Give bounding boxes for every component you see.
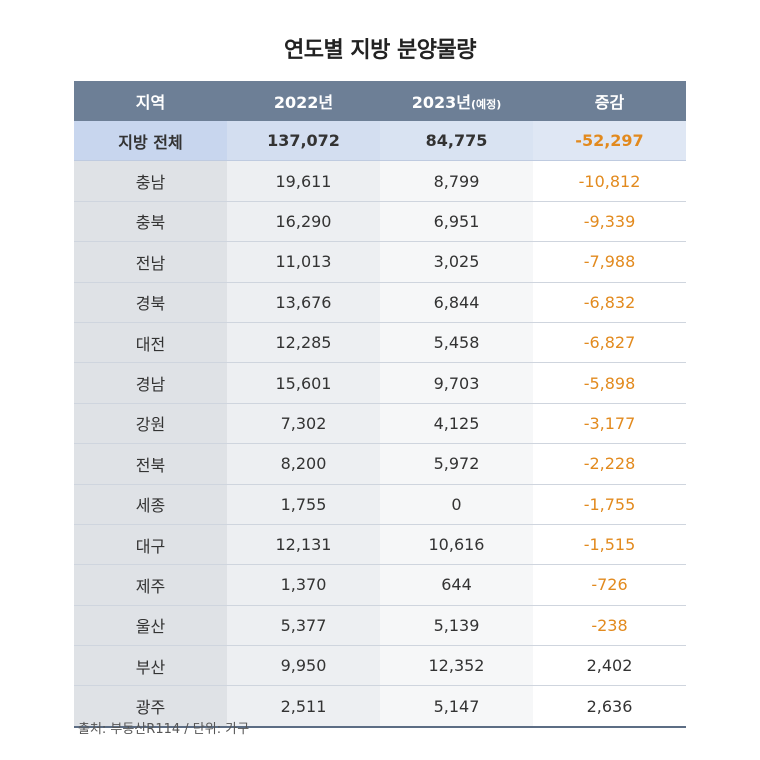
cell-2023: 3,025	[380, 241, 533, 283]
cell-2023: 5,458	[380, 322, 533, 364]
cell-region: 세종	[74, 484, 227, 525]
cell-change: -238	[533, 605, 686, 647]
cell-2023: 6,844	[380, 282, 533, 323]
cell-2023: 12,352	[380, 645, 533, 687]
header-2023-sub: (예정)	[470, 98, 502, 111]
cell-2022: 16,290	[227, 201, 380, 243]
cell-2022: 12,131	[227, 524, 380, 566]
table-row: 충북 16,290 6,951 -9,339	[74, 201, 686, 243]
cell-region: 경북	[74, 282, 227, 323]
table-row: 충남 19,611 8,799 -10,812	[74, 160, 686, 202]
table-row: 대구 12,131 10,616 -1,515	[74, 524, 686, 566]
chart-title: 연도별 지방 분양물량	[284, 38, 476, 63]
cell-2023: 9,703	[380, 362, 533, 404]
cell-region: 울산	[74, 605, 227, 647]
cell-change: -5,898	[533, 362, 686, 404]
header-row: 지역 2022년 2023년(예정) 증감	[74, 81, 686, 121]
cell-2022: 5,377	[227, 605, 380, 647]
header-2023: 2023년(예정)	[380, 81, 533, 121]
data-table: 지역 2022년 2023년(예정) 증감 지방 전체 137,072 84,775…	[74, 81, 686, 728]
cell-2022: 7,302	[227, 403, 380, 445]
cell-region: 제주	[74, 564, 227, 606]
cell-region: 지방 전체	[74, 121, 227, 162]
cell-change: -7,988	[533, 241, 686, 283]
cell-change: 2,402	[533, 645, 686, 687]
cell-2023: 84,775	[380, 121, 533, 162]
source-note: 출처: 부동산R114 / 단위: 가구	[78, 722, 250, 737]
cell-2023: 6,951	[380, 201, 533, 243]
cell-change: -9,339	[533, 201, 686, 243]
cell-region: 경남	[74, 362, 227, 404]
cell-region: 대전	[74, 322, 227, 364]
table-row: 강원 7,302 4,125 -3,177	[74, 403, 686, 445]
header-2022: 2022년	[227, 81, 380, 121]
total-row: 지방 전체 137,072 84,775 -52,297	[74, 121, 686, 162]
cell-region: 전남	[74, 241, 227, 283]
cell-change: -1,755	[533, 484, 686, 525]
cell-2023: 8,799	[380, 160, 533, 202]
cell-region: 전북	[74, 443, 227, 485]
table-row: 전북 8,200 5,972 -2,228	[74, 443, 686, 485]
table-row: 세종 1,755 0 -1,755	[74, 484, 686, 525]
cell-2023: 10,616	[380, 524, 533, 566]
cell-change: -6,832	[533, 282, 686, 323]
table-row: 부산 9,950 12,352 2,402	[74, 645, 686, 687]
header-region: 지역	[74, 81, 227, 121]
cell-change: -6,827	[533, 322, 686, 364]
table-body: 지방 전체 137,072 84,775 -52,297 충남 19,611 8,799 -1…	[74, 121, 686, 728]
cell-change: -2,228	[533, 443, 686, 485]
header-2023-label: 2023년	[411, 93, 471, 112]
cell-2022: 8,200	[227, 443, 380, 485]
cell-change: -10,812	[533, 160, 686, 202]
cell-2023: 5,147	[380, 685, 533, 728]
cell-2022: 15,601	[227, 362, 380, 404]
cell-2022: 11,013	[227, 241, 380, 283]
table-row: 제주 1,370 644 -726	[74, 564, 686, 606]
table-row: 광주 2,511 5,147 2,636	[74, 685, 686, 728]
cell-change: -1,515	[533, 524, 686, 566]
cell-2023: 4,125	[380, 403, 533, 445]
cell-2023: 5,972	[380, 443, 533, 485]
table-row: 경북 13,676 6,844 -6,832	[74, 282, 686, 323]
cell-change: 2,636	[533, 685, 686, 728]
cell-2022: 1,755	[227, 484, 380, 525]
cell-2022: 13,676	[227, 282, 380, 323]
cell-region: 대구	[74, 524, 227, 566]
cell-region: 충남	[74, 160, 227, 202]
cell-2022: 137,072	[227, 121, 380, 162]
table-row: 전남 11,013 3,025 -7,988	[74, 241, 686, 283]
cell-region: 충북	[74, 201, 227, 243]
cell-2022: 2,511	[227, 685, 380, 728]
cell-region: 부산	[74, 645, 227, 687]
cell-2022: 12,285	[227, 322, 380, 364]
cell-region: 강원	[74, 403, 227, 445]
cell-2022: 19,611	[227, 160, 380, 202]
table-row: 경남 15,601 9,703 -5,898	[74, 362, 686, 404]
cell-change: -726	[533, 564, 686, 606]
cell-region: 광주	[74, 685, 227, 728]
header-change: 증감	[533, 81, 686, 121]
cell-change: -52,297	[533, 121, 686, 162]
cell-2023: 5,139	[380, 605, 533, 647]
cell-change: -3,177	[533, 403, 686, 445]
table-row: 대전 12,285 5,458 -6,827	[74, 322, 686, 364]
cell-2023: 644	[380, 564, 533, 606]
cell-2023: 0	[380, 484, 533, 525]
table-row: 울산 5,377 5,139 -238	[74, 605, 686, 647]
cell-2022: 9,950	[227, 645, 380, 687]
cell-2022: 1,370	[227, 564, 380, 606]
